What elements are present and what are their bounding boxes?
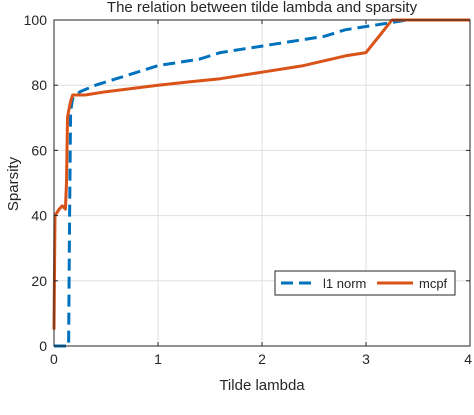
y-tick-label: 0 [39,338,47,354]
y-tick-label: 60 [31,142,47,158]
x-tick-label: 3 [362,351,370,367]
chart-title: The relation between tilde lambda and sp… [107,0,418,16]
series-group [52,18,470,348]
y-axis-label: Sparsity [5,156,22,211]
y-tick-label: 20 [31,273,47,289]
x-tick-label: 0 [50,351,58,367]
x-tick-label: 1 [154,351,162,367]
series-line-1 [54,18,470,348]
legend-label: l1 norm [323,276,366,291]
grid [53,19,471,347]
x-tick-label: 2 [258,351,266,367]
y-tick-label: 80 [31,77,47,93]
legend: l1 norm mcpf [274,270,456,296]
series-line-2 [52,18,470,330]
y-tick-label: 40 [31,208,47,224]
x-axis-label: Tilde lambda [219,377,305,394]
y-tick-label: 100 [24,12,48,28]
legend-label: mcpf [419,276,448,291]
x-tick-label: 4 [464,351,472,367]
